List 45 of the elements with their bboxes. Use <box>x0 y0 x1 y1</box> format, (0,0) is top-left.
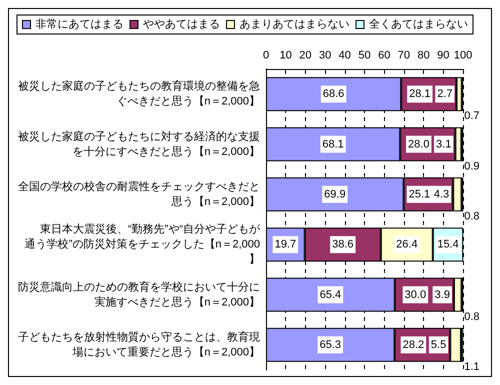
x-tick-label: 100 <box>454 50 472 62</box>
data-label: 2.7 <box>437 88 452 100</box>
y-tick-label: 東日本大震災後、“勤務先”や“自分や子どもが通う学校”の防災対策をチェックした【n＝2,000】 <box>24 222 261 266</box>
data-label: 25.1 <box>408 188 430 200</box>
data-label: 38.6 <box>332 238 354 251</box>
x-tick-label: 10 <box>280 50 292 62</box>
y-tick-label: 被災した家庭の子どもたちの教育環境の整備を急ぐべきだと思う【n＝2,000】 <box>18 80 260 108</box>
data-label: 0.8 <box>464 210 480 222</box>
data-label: 15.4 <box>437 238 459 251</box>
data-label: 30.0 <box>404 288 426 301</box>
data-label: 3.1 <box>436 138 452 150</box>
data-label: 0.7 <box>464 110 480 122</box>
x-tick-label: 30 <box>318 50 332 62</box>
data-label: 1.1 <box>464 360 480 373</box>
y-tick-label: 防災意識向上のための教育を学校において十分に実施すべきだと思う【n＝2,000】 <box>18 280 260 308</box>
data-label: 3.9 <box>434 288 450 301</box>
x-tick-label: 50 <box>358 50 371 62</box>
data-label: 19.7 <box>274 238 296 251</box>
legend-label: ややあてはまる <box>143 18 220 30</box>
y-tick-label: 子どもたちを放射性物質から守ることは、教育現場において重要だと思う【n＝2,000】 <box>18 330 260 358</box>
data-label: 65.3 <box>320 338 342 351</box>
data-label: 0.8 <box>464 310 480 323</box>
x-tick-label: 80 <box>417 50 430 62</box>
x-tick-label: 40 <box>338 50 351 62</box>
legend-label: 非常にあてはまる <box>36 18 124 30</box>
x-tick-label: 70 <box>398 50 410 62</box>
y-tick-label: 被災した家庭の子どもたちに対する経済的な支援を十分にすべきだと思う【n＝2,000】 <box>18 130 260 158</box>
data-label: 26.4 <box>396 238 418 251</box>
x-tick-label: 20 <box>299 50 312 62</box>
legend-label: あまりあてはまらない <box>240 18 350 30</box>
data-label: 0.9 <box>464 160 480 172</box>
legend-label: 全くあてはまらない <box>369 18 468 30</box>
y-tick-label: 全国の学校の校舎の耐震性をチェックすべきだと思う【n＝2,000】 <box>18 180 260 208</box>
x-tick-label: 60 <box>378 50 390 62</box>
x-tick-label: 90 <box>437 50 450 62</box>
data-label: 28.1 <box>409 88 431 100</box>
data-label: 28.0 <box>408 138 430 150</box>
x-tick-label: 0 <box>262 50 270 62</box>
data-label: 68.1 <box>322 138 344 150</box>
data-label: 4.3 <box>434 188 450 200</box>
data-label: 65.4 <box>320 288 342 301</box>
data-label: 69.9 <box>324 188 346 200</box>
data-label: 28.2 <box>402 338 424 351</box>
data-label: 5.5 <box>430 338 446 351</box>
data-label: 68.6 <box>322 88 344 100</box>
